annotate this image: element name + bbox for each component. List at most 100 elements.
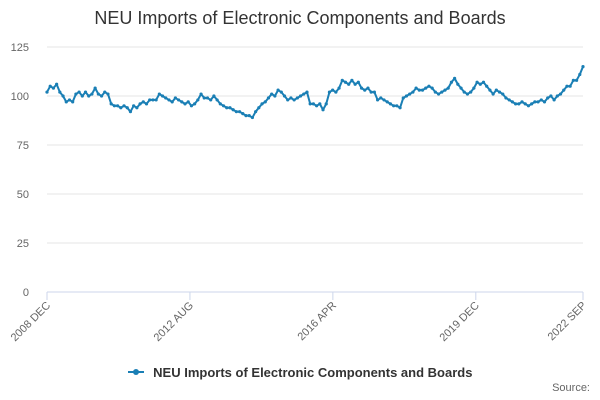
data-point[interactable] xyxy=(337,86,341,90)
data-point[interactable] xyxy=(183,102,187,106)
data-point[interactable] xyxy=(327,90,332,94)
data-point[interactable] xyxy=(385,100,389,104)
data-point[interactable] xyxy=(574,78,579,82)
data-point[interactable] xyxy=(160,94,165,98)
data-point[interactable] xyxy=(568,84,572,88)
data-point[interactable] xyxy=(388,102,393,106)
data-point[interactable] xyxy=(189,104,194,108)
data-point[interactable] xyxy=(315,104,319,108)
data-point[interactable] xyxy=(321,108,325,112)
data-point[interactable] xyxy=(93,86,97,90)
data-point[interactable] xyxy=(298,94,303,98)
data-point[interactable] xyxy=(453,76,457,80)
data-point[interactable] xyxy=(80,94,84,98)
data-point[interactable] xyxy=(225,106,229,110)
data-point[interactable] xyxy=(218,102,222,106)
data-point[interactable] xyxy=(74,92,78,96)
data-point[interactable] xyxy=(48,84,52,88)
data-point[interactable] xyxy=(542,100,547,104)
data-point[interactable] xyxy=(228,106,232,110)
data-point[interactable] xyxy=(408,92,412,96)
data-point[interactable] xyxy=(517,102,521,106)
data-point[interactable] xyxy=(343,80,348,84)
data-point[interactable] xyxy=(148,98,152,102)
data-point[interactable] xyxy=(494,88,498,92)
data-point[interactable] xyxy=(164,96,168,100)
data-point[interactable] xyxy=(45,90,49,94)
data-point[interactable] xyxy=(311,102,315,106)
data-point[interactable] xyxy=(427,84,431,88)
data-point[interactable] xyxy=(292,98,296,102)
data-point[interactable] xyxy=(488,88,492,92)
data-point[interactable] xyxy=(440,90,444,94)
data-point[interactable] xyxy=(263,100,267,104)
data-point[interactable] xyxy=(530,102,534,106)
data-point[interactable] xyxy=(128,110,133,114)
data-point[interactable] xyxy=(308,102,312,106)
data-point[interactable] xyxy=(305,90,309,94)
data-point[interactable] xyxy=(578,72,582,77)
data-point[interactable] xyxy=(514,102,518,106)
data-point[interactable] xyxy=(260,102,264,106)
data-point[interactable] xyxy=(144,102,149,106)
data-point[interactable] xyxy=(254,110,258,114)
data-point[interactable] xyxy=(504,96,508,100)
data-point[interactable] xyxy=(289,96,293,100)
data-point[interactable] xyxy=(363,88,367,92)
data-point[interactable] xyxy=(501,92,505,96)
data-point[interactable] xyxy=(273,94,277,98)
data-point[interactable] xyxy=(186,100,190,104)
data-point[interactable] xyxy=(202,96,206,100)
data-point[interactable] xyxy=(170,100,174,104)
data-point[interactable] xyxy=(469,90,473,94)
data-point[interactable] xyxy=(353,82,357,86)
data-point[interactable] xyxy=(324,102,328,106)
data-point[interactable] xyxy=(61,94,65,98)
data-point[interactable] xyxy=(250,115,255,120)
data-point[interactable] xyxy=(379,96,383,100)
data-point[interactable] xyxy=(241,112,245,116)
data-point[interactable] xyxy=(401,96,405,100)
data-point[interactable] xyxy=(571,78,575,82)
data-point[interactable] xyxy=(55,82,59,86)
data-point[interactable] xyxy=(523,102,527,106)
data-point[interactable] xyxy=(497,90,502,94)
data-point[interactable] xyxy=(103,90,107,94)
data-point[interactable] xyxy=(77,90,81,94)
data-point[interactable] xyxy=(430,86,434,90)
data-point[interactable] xyxy=(536,100,540,104)
data-point[interactable] xyxy=(481,80,486,84)
data-point[interactable] xyxy=(581,65,585,69)
data-point[interactable] xyxy=(552,98,556,102)
data-point[interactable] xyxy=(507,98,511,102)
data-point[interactable] xyxy=(549,94,553,98)
data-point[interactable] xyxy=(209,98,213,102)
data-point[interactable] xyxy=(234,110,238,114)
data-point[interactable] xyxy=(334,90,338,94)
data-point[interactable] xyxy=(193,102,197,106)
data-point[interactable] xyxy=(359,86,364,90)
data-point[interactable] xyxy=(180,100,184,104)
data-point[interactable] xyxy=(266,96,271,100)
data-point[interactable] xyxy=(141,100,145,104)
data-point[interactable] xyxy=(109,102,113,106)
data-point[interactable] xyxy=(125,106,129,110)
data-point[interactable] xyxy=(414,86,418,90)
data-point[interactable] xyxy=(71,100,75,104)
data-point[interactable] xyxy=(462,90,466,94)
data-point[interactable] xyxy=(446,86,450,90)
data-point[interactable] xyxy=(526,104,531,108)
data-point[interactable] xyxy=(350,78,354,82)
data-point[interactable] xyxy=(270,92,274,96)
data-point[interactable] xyxy=(295,96,299,100)
data-point[interactable] xyxy=(247,114,251,118)
data-point[interactable] xyxy=(375,98,380,102)
data-point[interactable] xyxy=(87,94,91,98)
data-point[interactable] xyxy=(449,80,454,84)
data-point[interactable] xyxy=(176,98,181,102)
data-point[interactable] xyxy=(51,86,56,90)
data-point[interactable] xyxy=(119,106,123,110)
data-point[interactable] xyxy=(231,108,235,112)
data-point[interactable] xyxy=(302,92,306,96)
data-point[interactable] xyxy=(205,96,210,100)
